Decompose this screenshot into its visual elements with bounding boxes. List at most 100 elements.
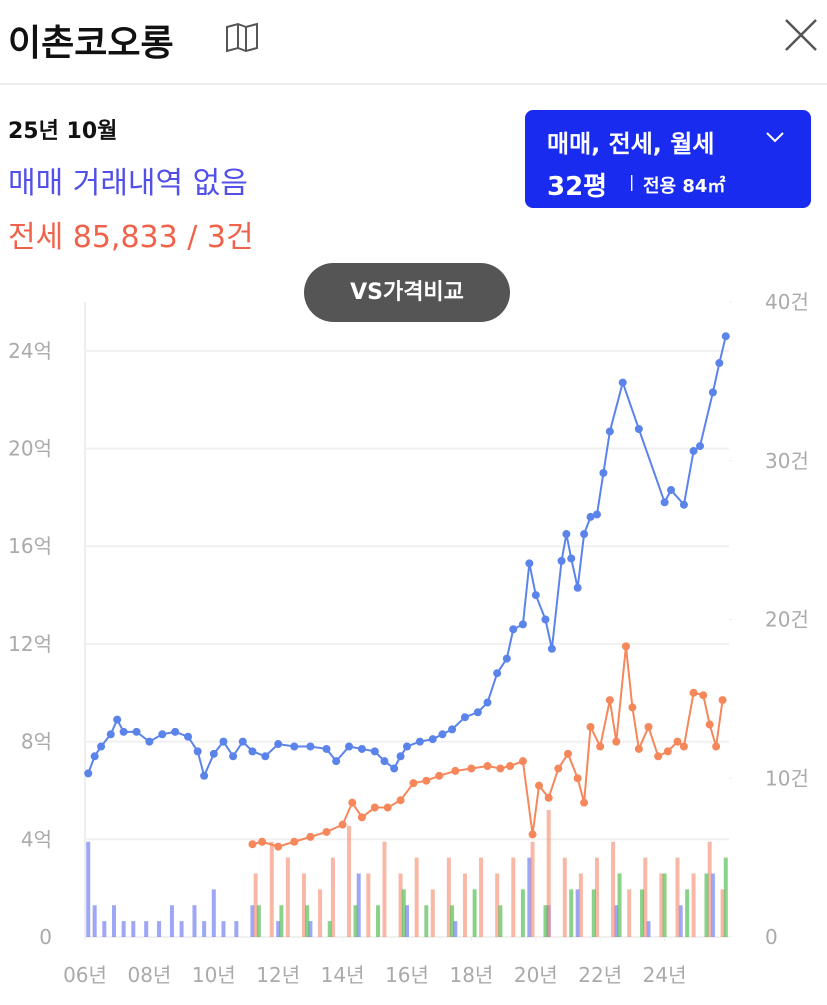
y-tick-label: 0 xyxy=(39,925,52,949)
y-tick-label: 24억 xyxy=(8,339,52,363)
count-bar xyxy=(279,905,284,937)
price-point xyxy=(605,696,614,705)
price-point xyxy=(415,737,424,746)
price-point xyxy=(586,722,595,731)
price-point xyxy=(705,720,714,729)
count-bar xyxy=(723,857,728,937)
count-bar xyxy=(462,873,467,937)
count-bar xyxy=(617,873,622,937)
price-point xyxy=(679,742,688,751)
count-bar xyxy=(543,905,548,937)
price-point xyxy=(509,625,518,634)
price-point xyxy=(580,530,589,539)
count-bar xyxy=(102,921,107,937)
count-bar xyxy=(221,921,226,937)
x-tick-label: 06년 xyxy=(63,963,107,987)
count-bar xyxy=(643,857,648,937)
month: 25년 10월 xyxy=(8,119,118,144)
count-bar xyxy=(527,857,532,937)
type-selector[interactable]: 매매, 전세, 월세 32평 | 전용 84㎡ xyxy=(525,110,811,208)
count-bar xyxy=(678,905,683,937)
price-point xyxy=(209,749,218,758)
price-point xyxy=(274,842,283,851)
price-point xyxy=(496,764,505,773)
price-point xyxy=(573,774,582,783)
price-point xyxy=(248,840,257,849)
price-point xyxy=(689,688,698,697)
price-point xyxy=(322,744,331,753)
count-bar xyxy=(202,921,207,937)
price-point xyxy=(390,764,399,773)
size: 32평 xyxy=(547,172,608,202)
count-bar xyxy=(405,905,409,937)
price-point xyxy=(541,615,550,624)
price-point xyxy=(644,722,653,731)
price-point xyxy=(357,813,366,822)
price-point xyxy=(483,762,492,771)
price-point xyxy=(531,591,540,600)
count-bar xyxy=(562,857,567,937)
count-bar xyxy=(131,921,136,937)
types: 매매, 전세, 월세 xyxy=(547,130,715,158)
price-point xyxy=(564,749,572,758)
count-bar xyxy=(446,857,451,937)
count-bar xyxy=(285,857,290,937)
y-tick-label: 8억 xyxy=(21,730,52,754)
count-bar xyxy=(308,921,313,937)
price-point xyxy=(97,742,106,751)
price-point xyxy=(562,530,571,539)
price-point xyxy=(612,737,621,746)
separator: | xyxy=(629,172,635,191)
x-tick-label: 08년 xyxy=(127,963,171,987)
close-button[interactable] xyxy=(782,16,822,56)
price-point xyxy=(119,727,128,736)
price-point xyxy=(409,779,418,788)
price-point xyxy=(502,654,511,663)
y2-tick-label: 20건 xyxy=(765,608,809,632)
y2-tick-label: 40건 xyxy=(765,290,809,314)
price-point xyxy=(274,740,283,749)
price-point xyxy=(396,796,405,805)
title: 이촌코오롱 xyxy=(8,23,174,64)
x-tick-label: 14년 xyxy=(321,963,365,987)
count-bar xyxy=(398,873,403,937)
price-point xyxy=(396,752,405,761)
compare-button[interactable]: VS가격비교 xyxy=(304,263,510,322)
count-bar xyxy=(330,857,335,937)
price-point xyxy=(290,837,299,846)
price-point xyxy=(238,737,247,746)
count-bar xyxy=(356,873,361,937)
price-point xyxy=(618,378,627,387)
count-bar xyxy=(401,889,406,937)
count-bar xyxy=(569,889,574,937)
count-bar xyxy=(611,841,616,937)
price-point xyxy=(660,498,669,507)
y2-tick-label: 30건 xyxy=(765,449,809,473)
count-bar xyxy=(382,841,387,937)
price-point xyxy=(248,747,257,756)
count-bar xyxy=(685,889,690,937)
count-bar xyxy=(353,905,358,937)
count-bar xyxy=(86,841,91,937)
map-icon[interactable] xyxy=(224,22,268,54)
price-point xyxy=(605,427,614,436)
count-bar xyxy=(430,889,435,937)
price-point xyxy=(721,332,730,341)
count-bar xyxy=(376,905,381,937)
x-tick-label: 20년 xyxy=(514,963,558,987)
y-tick-label: 12억 xyxy=(8,632,52,656)
price-point xyxy=(113,715,122,724)
y-tick-label: 4억 xyxy=(21,827,52,851)
price-point xyxy=(634,425,643,433)
count-bar xyxy=(640,889,645,937)
count-bar xyxy=(546,810,551,937)
price-point xyxy=(158,730,167,739)
y-tick-label: 20억 xyxy=(8,437,52,461)
count-bar xyxy=(301,873,306,937)
price-point xyxy=(573,583,582,592)
price-point xyxy=(506,762,515,771)
price-point xyxy=(171,727,180,736)
price-point xyxy=(193,747,202,756)
x-tick-label: 18년 xyxy=(449,963,493,987)
